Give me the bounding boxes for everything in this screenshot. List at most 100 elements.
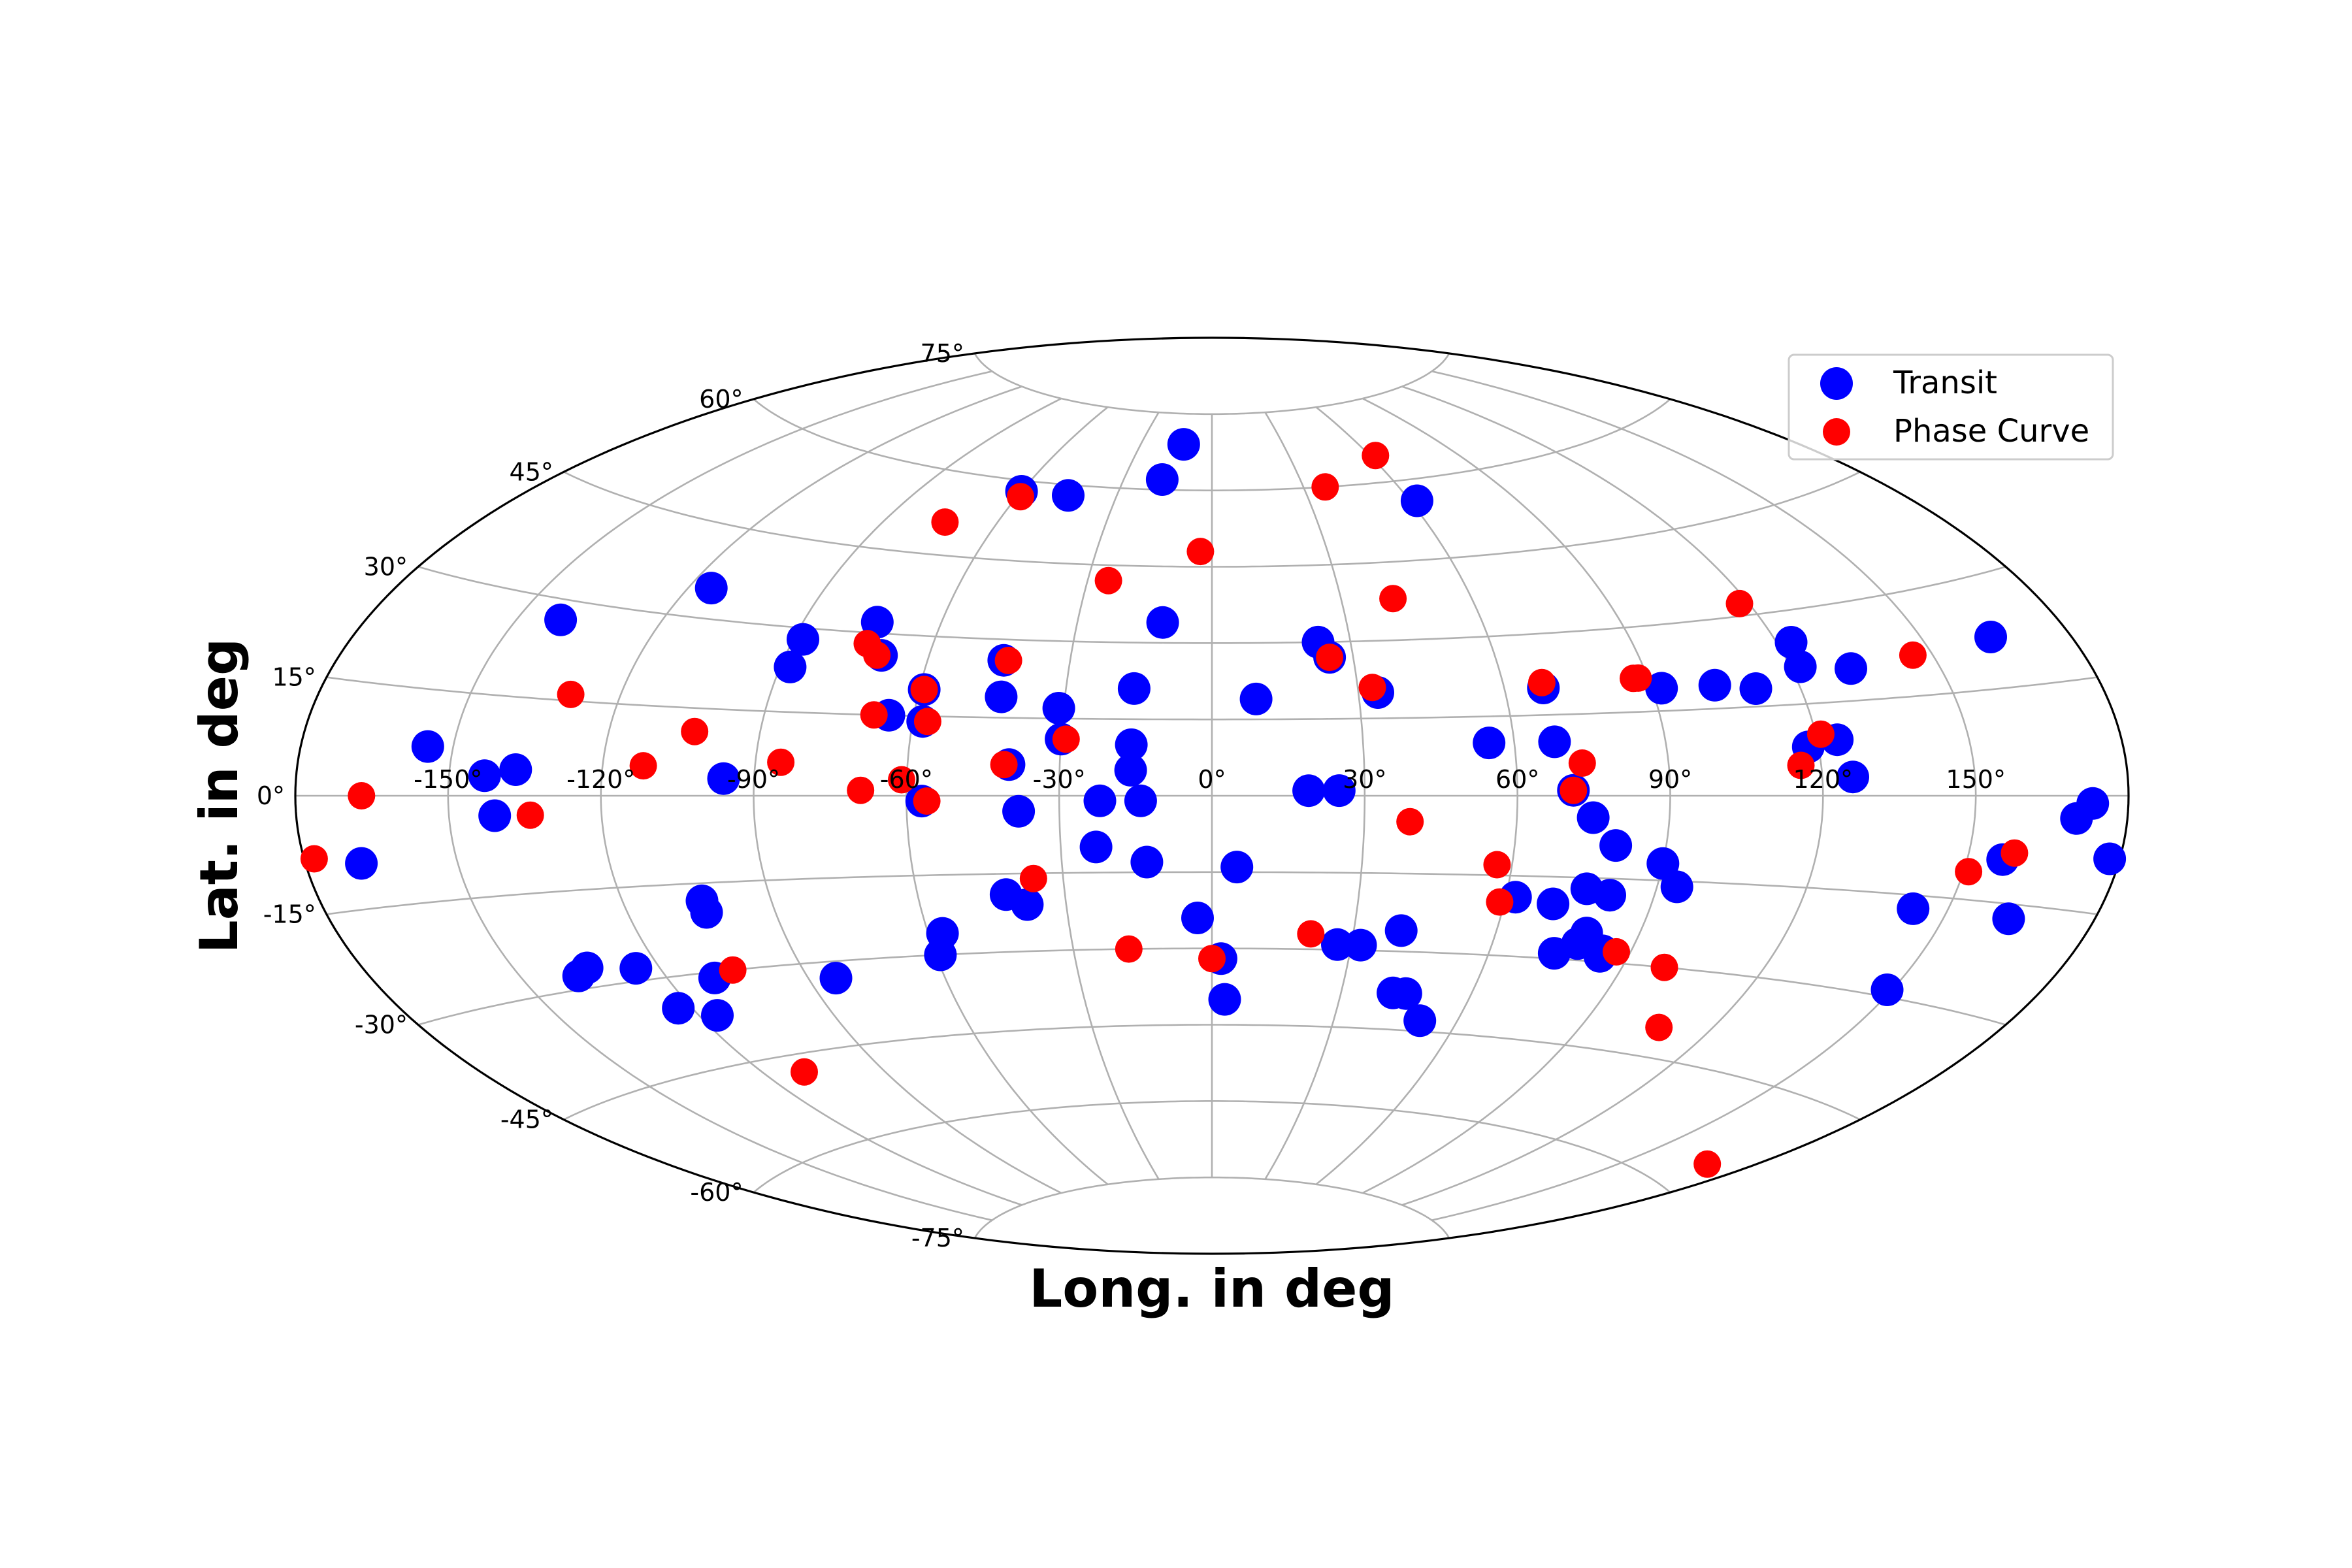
meridian-line	[1058, 412, 1160, 1180]
transit-point	[1473, 727, 1506, 760]
phase-curve-point	[1311, 473, 1339, 501]
phase-curve-point	[994, 646, 1022, 674]
transit-point	[694, 572, 728, 605]
phase-curve-point	[1603, 938, 1630, 966]
transit-point	[468, 759, 501, 792]
x-tick-label: 30°	[1343, 765, 1386, 794]
transit-point	[411, 730, 444, 763]
transit-point	[1870, 973, 1904, 1006]
phase-curve-point	[629, 752, 657, 780]
transit-point	[1011, 888, 1044, 921]
transit-point	[1115, 728, 1148, 761]
transit-point	[1538, 725, 1571, 759]
x-tick-label: 120°	[1793, 765, 1854, 794]
y-tick-label: -15°	[263, 900, 316, 928]
y-axis-label: Lat. in deg	[189, 638, 250, 953]
meridian-line	[447, 370, 992, 1221]
x-tick-label: 150°	[1946, 765, 2006, 794]
transit-point	[787, 623, 819, 656]
transit-point	[1117, 672, 1151, 705]
legend-marker-transit	[1820, 367, 1853, 400]
phase-curve-point	[1955, 858, 1983, 886]
transit-point	[690, 896, 723, 929]
phase-curve-point	[1483, 851, 1511, 879]
transit-point	[2093, 842, 2127, 875]
data-points	[300, 428, 2127, 1178]
phase-curve-point	[863, 641, 891, 669]
x-tick-label: 60°	[1495, 765, 1539, 794]
transit-point	[1384, 914, 1418, 947]
x-tick-label: -60°	[880, 765, 933, 794]
transit-point	[1698, 668, 1731, 702]
transit-point	[1897, 892, 1930, 925]
x-tick-label: 90°	[1648, 765, 1692, 794]
transit-point	[2076, 787, 2110, 820]
x-tick-label: -30°	[1033, 765, 1086, 794]
meridian-line	[1315, 406, 1519, 1185]
transit-point	[1344, 928, 1377, 962]
meridian-line	[1431, 370, 1977, 1221]
transit-point	[1739, 672, 1772, 705]
phase-curve-point	[1297, 920, 1325, 948]
transit-point	[985, 680, 1018, 713]
tick-labels: -150° -120° -90° -60° -30° 0° 30° 60° 90° 120° 150…	[257, 339, 2006, 1252]
y-tick-label: 30°	[364, 553, 408, 581]
transit-point	[1079, 830, 1113, 864]
y-tick-label: -30°	[355, 1011, 408, 1039]
phase-curve-point	[1560, 776, 1588, 804]
phase-curve-point	[1624, 664, 1652, 692]
phase-curve-point	[931, 508, 959, 536]
phase-curve-point	[1396, 808, 1424, 836]
phase-curve-point	[300, 845, 328, 873]
phase-curve-point	[888, 766, 915, 794]
transit-point	[662, 992, 695, 1025]
phase-curve-point	[1362, 442, 1390, 470]
meridian-line	[1362, 397, 1671, 1194]
transit-point	[1645, 672, 1678, 705]
transit-point	[1974, 621, 2007, 653]
phase-curve-point	[681, 717, 709, 745]
y-tick-label: 60°	[699, 385, 743, 414]
transit-point	[619, 952, 653, 985]
transit-point	[1114, 753, 1147, 787]
transit-point	[1537, 887, 1570, 921]
transit-point	[1083, 784, 1117, 817]
phase-curve-point	[1645, 1013, 1673, 1041]
legend: Transit Phase Curve	[1788, 353, 2114, 461]
transit-point	[819, 962, 853, 995]
legend-marker-phase-curve	[1823, 418, 1850, 446]
transit-point	[1220, 851, 1254, 884]
meridian-line	[1264, 412, 1366, 1180]
transit-point	[1835, 652, 1867, 685]
transit-point	[499, 753, 532, 786]
phase-curve-point	[1198, 945, 1226, 973]
transit-point	[1774, 626, 1808, 659]
phase-curve-point	[1806, 720, 1835, 748]
phase-curve-point	[1693, 1150, 1722, 1178]
legend-box	[1788, 353, 2114, 461]
transit-point	[1992, 902, 2025, 936]
phase-curve-point	[767, 748, 795, 776]
transit-point	[1042, 692, 1075, 725]
phase-curve-point	[719, 956, 747, 984]
y-tick-label: 0°	[257, 781, 285, 810]
phase-curve-point	[1725, 589, 1754, 617]
transit-point	[478, 799, 512, 832]
phase-curve-point	[1568, 749, 1596, 777]
phase-curve-point	[913, 708, 941, 736]
transit-point	[1570, 872, 1603, 906]
transit-point	[774, 650, 807, 683]
projection-outline	[294, 336, 2130, 1255]
transit-point	[707, 762, 740, 795]
transit-point	[1599, 829, 1633, 862]
phase-curve-point	[1899, 641, 1927, 669]
parallel-line	[973, 1176, 1450, 1239]
phase-curve-point	[1787, 751, 1815, 779]
phase-curve-point	[1527, 668, 1556, 696]
x-axis-label: Long. in deg	[1029, 1258, 1394, 1319]
transit-point	[1576, 801, 1610, 834]
meridian-line	[1401, 385, 1824, 1206]
phase-curve-point	[557, 680, 585, 708]
phase-curve-point	[2001, 839, 2029, 867]
x-tick-label: -120°	[566, 765, 635, 794]
